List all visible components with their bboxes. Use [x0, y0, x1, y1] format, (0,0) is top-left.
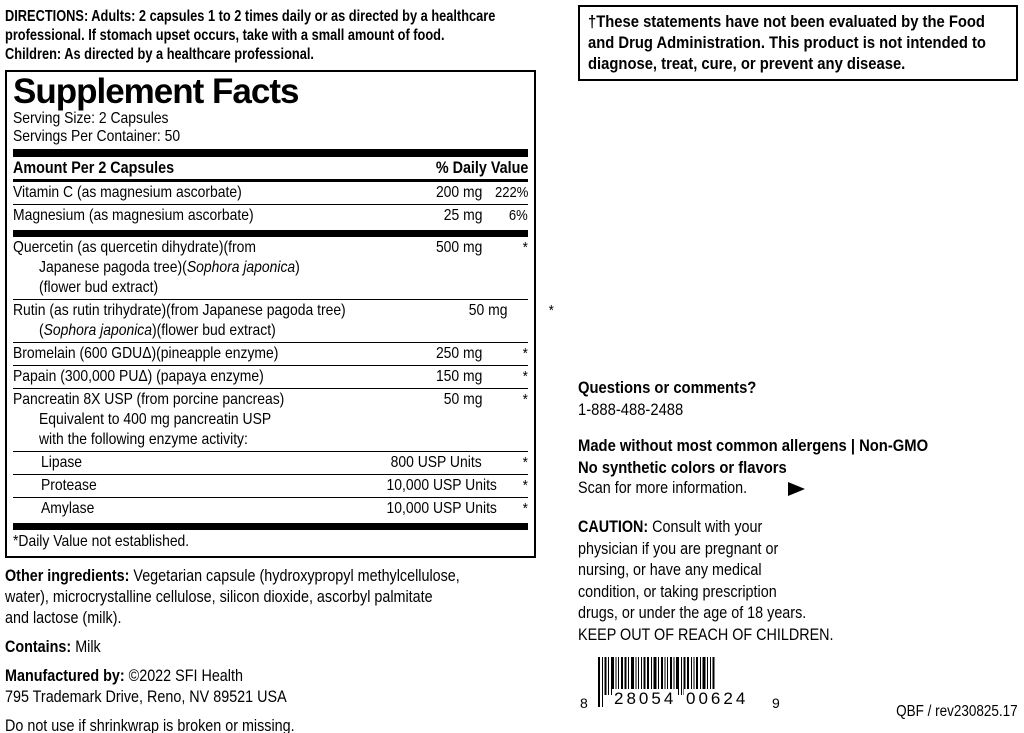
medium-divider	[13, 179, 528, 182]
supplement-row: Bromelain (600 GDUΔ)(pineapple enzyme) 25…	[13, 342, 528, 365]
supplement-row: Lipase 800 USP Units *	[13, 451, 528, 474]
other-ingredients: Other ingredients: Vegetarian capsule (h…	[5, 567, 460, 627]
questions-block: Questions or comments? 1-888-488-2488	[578, 377, 783, 421]
right-column: †These statements have not been evaluate…	[578, 5, 1020, 731]
servings-per-container: Servings Per Container: 50	[13, 128, 181, 145]
upc-barcode: 8 28054 00624 9	[580, 655, 800, 717]
amount-value: 10,000 USP Units	[386, 477, 497, 494]
dv-footnote: *Daily Value not established.	[13, 533, 190, 550]
amount-value: 250 mg	[435, 345, 482, 362]
supplement-row: Magnesium (as magnesium ascorbate) 25 mg 6…	[13, 204, 528, 227]
daily-value: *	[548, 302, 554, 319]
daily-value: *	[522, 239, 528, 256]
right-arrow-icon	[788, 481, 806, 496]
other-ingredients-label: Other ingredients:	[5, 567, 130, 585]
daily-value: 6%	[509, 207, 528, 224]
fda-disclaimer-box: †These statements have not been evaluate…	[578, 5, 1018, 81]
ingredient-name: Bromelain (600 GDUΔ)(pineapple enzyme)	[13, 345, 279, 362]
daily-value-header: % Daily Value	[435, 159, 528, 177]
supplement-facts-panel: Supplement Facts Serving Size: 2 Capsule…	[5, 70, 553, 558]
ingredient-name: Lipase	[41, 454, 83, 471]
amount-value: 25 mg	[443, 207, 482, 224]
phone-number: 1-888-488-2488	[578, 400, 684, 419]
daily-value: *	[522, 500, 528, 517]
directions-line: DIRECTIONS: Adults: 2 capsules 1 to 2 ti…	[5, 8, 496, 25]
supplement-row: Rutin (as rutin trihydrate)(from Japanes…	[13, 299, 553, 342]
daily-value: *	[522, 391, 528, 408]
colors-claim: No synthetic colors or flavors	[578, 457, 787, 477]
serving-size: Serving Size: 2 Capsules	[13, 110, 169, 127]
amount-value: 200 mg	[435, 184, 482, 201]
ingredient-name: Magnesium (as magnesium ascorbate)	[13, 207, 254, 224]
supplement-row: Amylase 10,000 USP Units *	[13, 497, 528, 520]
ingredient-name: Vitamin C (as magnesium ascorbate)	[13, 184, 242, 201]
directions-line: professional. If stomach upset occurs, t…	[5, 27, 445, 44]
supplement-row: Protease 10,000 USP Units *	[13, 474, 528, 497]
barcode-left-digit: 8	[580, 695, 588, 711]
amount-value: 500 mg	[435, 239, 482, 256]
contains-statement: Contains: Milk	[5, 638, 101, 656]
barcode-bars-icon	[598, 657, 715, 707]
barcode-group2: 00624	[684, 689, 751, 709]
daily-value: *	[522, 477, 528, 494]
table-header: Amount Per 2 Capsules % Daily Value	[13, 157, 528, 179]
directions-text: DIRECTIONS: Adults: 2 capsules 1 to 2 ti…	[5, 7, 547, 64]
left-column: DIRECTIONS: Adults: 2 capsules 1 to 2 ti…	[5, 7, 553, 733]
supplement-row: Papain (300,000 PUΔ) (papaya enzyme) 150 …	[13, 365, 528, 388]
thick-divider	[13, 523, 528, 530]
claims-block: Made without most common allergens | Non…	[578, 435, 980, 500]
caution-label: CAUTION:	[578, 518, 649, 536]
supplement-rows: Vitamin C (as magnesium ascorbate) 200 mg…	[13, 182, 553, 530]
keep-out-of-reach: KEEP OUT OF REACH OF CHILDREN.	[578, 625, 834, 644]
ingredient-name: Pancreatin 8X USP (from porcine pancreas…	[13, 391, 285, 448]
daily-value: *	[522, 454, 528, 471]
barcode-right-digit: 9	[772, 695, 780, 711]
amount-value: 800 USP Units	[390, 454, 482, 471]
supplement-row: Pancreatin 8X USP (from porcine pancreas…	[13, 388, 528, 451]
supplement-row: Vitamin C (as magnesium ascorbate) 200 mg…	[13, 182, 528, 204]
amount-value: 150 mg	[435, 368, 482, 385]
daily-value: 222%	[494, 184, 528, 201]
allergen-claim: Made without most common allergens | Non…	[578, 436, 929, 455]
usage-warnings: Do not use if shrinkwrap is broken or mi…	[5, 716, 547, 733]
manufacturer-address: 795 Trademark Drive, Reno, NV 89521 USA	[5, 688, 287, 706]
ingredient-name: Protease	[41, 477, 97, 494]
supplement-row: Quercetin (as quercetin dihydrate)(from J…	[13, 237, 528, 299]
ingredient-name: Papain (300,000 PUΔ) (papaya enzyme)	[13, 368, 264, 385]
supplement-facts-title: Supplement Facts	[13, 72, 299, 111]
shrinkwrap-notice: Do not use if shrinkwrap is broken or mi…	[5, 717, 295, 733]
ingredient-name: Amylase	[41, 500, 95, 517]
ingredient-name: Quercetin (as quercetin dihydrate)(from J…	[13, 239, 300, 296]
barcode-group1: 28054	[612, 689, 679, 709]
revision-code: QBF / rev230825.17	[896, 703, 1018, 720]
daily-value: *	[522, 345, 528, 362]
scan-instruction: Scan for more information.	[578, 479, 748, 497]
questions-heading: Questions or comments?	[578, 378, 757, 397]
amount-value: 50 mg	[468, 302, 508, 319]
ingredient-name: Rutin (as rutin trihydrate)(from Japanes…	[13, 302, 346, 339]
amount-value: 10,000 USP Units	[386, 500, 497, 517]
amount-header: Amount Per 2 Capsules	[13, 159, 175, 177]
daily-value: *	[522, 368, 528, 385]
amount-value: 50 mg	[443, 391, 482, 408]
thick-divider	[13, 230, 528, 237]
directions-line: Children: As directed by a healthcare pr…	[5, 46, 314, 63]
thick-divider	[13, 149, 528, 157]
manufacturer-info: Manufactured by: ©2022 SFI Health 795 Tr…	[5, 667, 287, 706]
caution-block: CAUTION: Consult with your physician if …	[578, 517, 908, 646]
